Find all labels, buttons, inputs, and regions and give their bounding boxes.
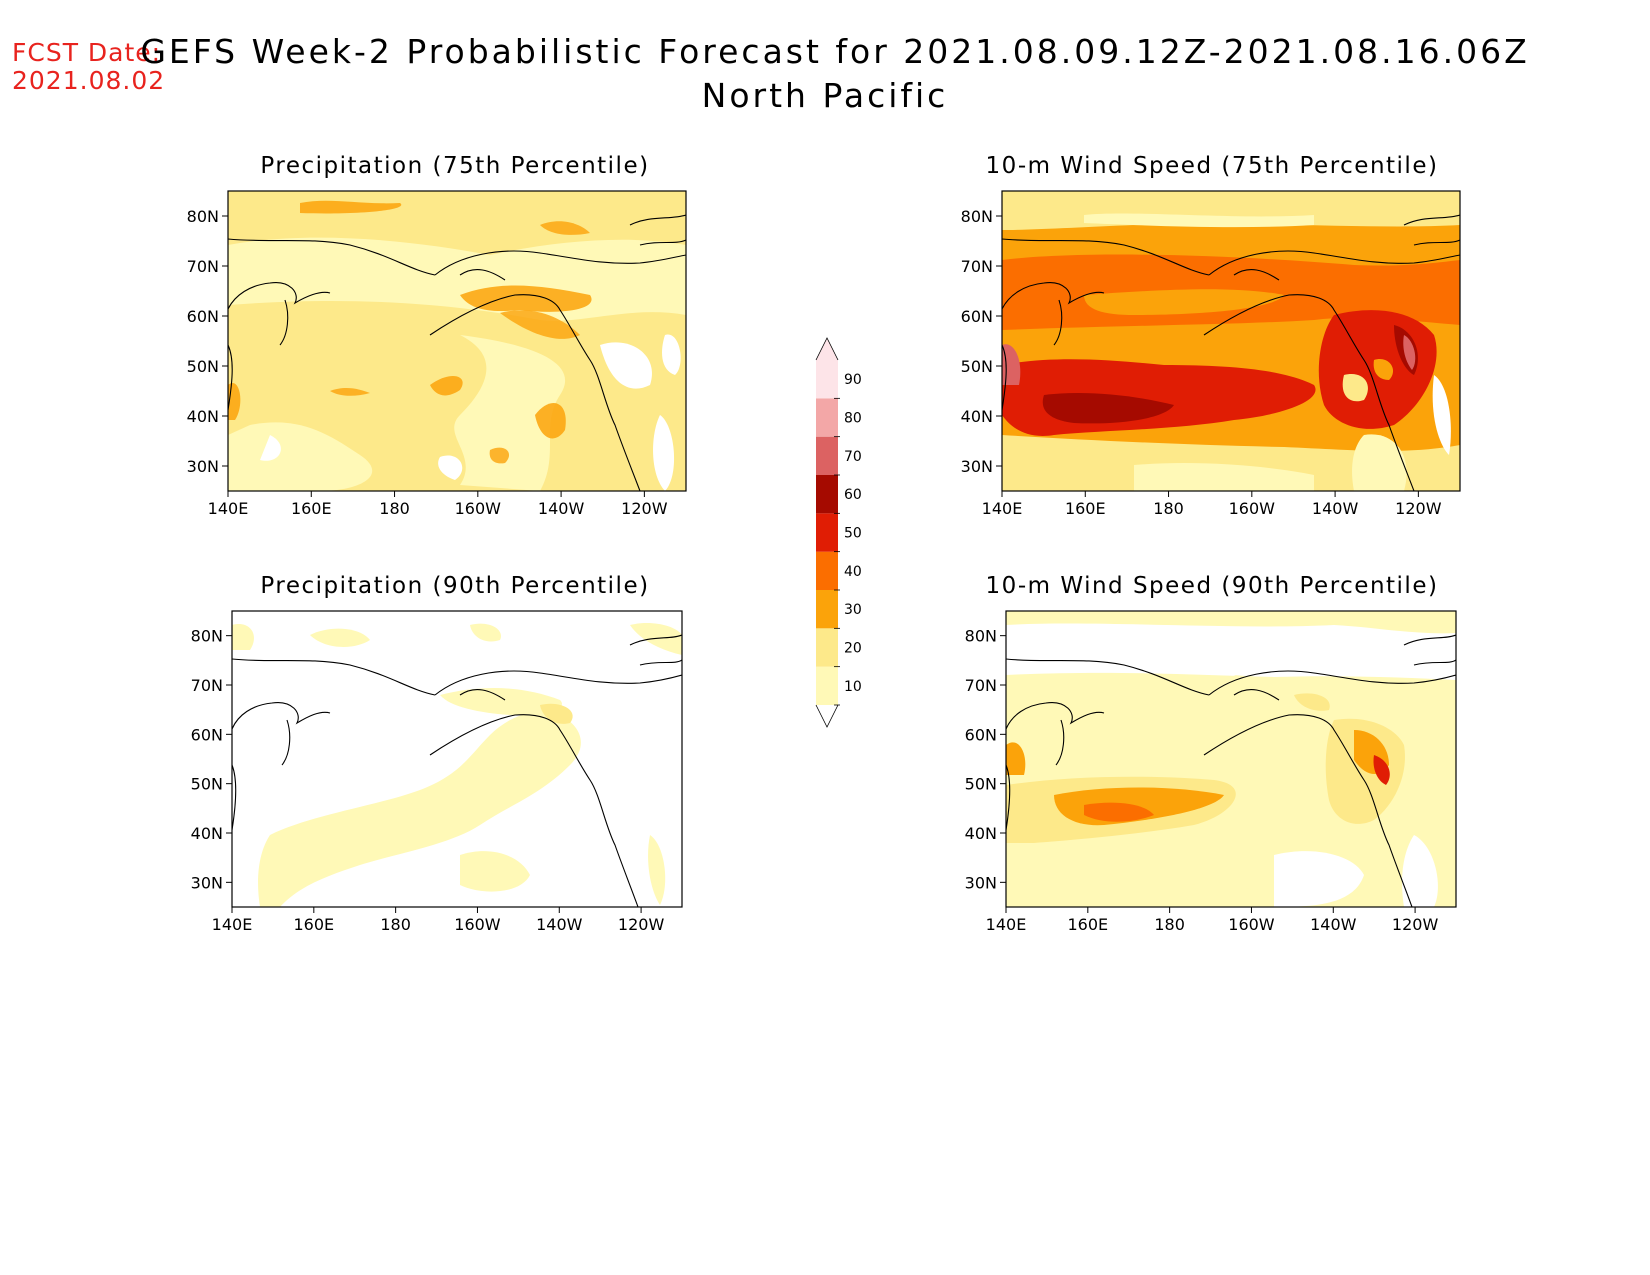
lat-tick-label: 30N	[187, 457, 219, 476]
lat-tick-label: 30N	[961, 457, 993, 476]
lat-tick-label: 40N	[965, 824, 997, 843]
colorbar: 10 20 30 40 50 60 70 80 90	[815, 337, 862, 728]
panel-title-precip90: Precipitation (90th Percentile)	[260, 573, 650, 599]
lon-tick-label: 120W	[1392, 915, 1439, 934]
lat-tick-label: 30N	[965, 873, 997, 892]
lat-tick-label: 50N	[187, 357, 219, 376]
colorbar-swatch	[816, 398, 838, 437]
lon-tick-label: 160E	[1065, 499, 1106, 518]
lat-tick-label: 80N	[961, 207, 993, 226]
lon-tick-label: 160W	[454, 915, 501, 934]
lat-tick-label: 70N	[187, 257, 219, 276]
lon-tick-label: 160E	[1067, 915, 1108, 934]
lat-tick-label: 80N	[191, 627, 223, 646]
lon-tick-label: 180	[1154, 915, 1185, 934]
lat-tick-label: 70N	[965, 676, 997, 695]
lat-tick-label: 60N	[961, 307, 993, 326]
panel-title-wind75: 10-m Wind Speed (75th Percentile)	[985, 153, 1439, 179]
lon-tick-label: 140W	[1312, 499, 1359, 518]
lat-tick-label: 60N	[191, 725, 223, 744]
lon-tick-label: 180	[380, 915, 411, 934]
colorbar-swatch	[816, 513, 838, 552]
colorbar-label: 40	[844, 564, 862, 580]
colorbar-swatch	[816, 360, 838, 399]
lat-tick-label: 50N	[191, 775, 223, 794]
region-title: North Pacific	[701, 76, 949, 115]
lon-tick-label: 140E	[212, 915, 253, 934]
map-precip90: 140E 160E 180 160W 140W 120W 80N 70N 60N 50N 40N 30…	[191, 610, 683, 934]
fcst-date-value: 2021.08.02	[12, 66, 166, 95]
colorbar-swatch	[816, 590, 838, 629]
colorbar-swatch	[816, 551, 838, 590]
lon-tick-label: 140W	[538, 499, 585, 518]
lon-tick-label: 140E	[986, 915, 1027, 934]
map-wind75: 140E 160E 180 160W 140W 120W 80N 70N 60N 50N 40N 30…	[961, 190, 1461, 518]
page-title: GEFS Week-2 Probabilistic Forecast for 2…	[140, 32, 1530, 71]
lon-tick-label: 120W	[1395, 499, 1442, 518]
lon-tick-label: 160E	[293, 915, 334, 934]
colorbar-label: 20	[844, 641, 862, 657]
colorbar-swatch	[816, 436, 838, 475]
lon-tick-label: 160W	[1229, 499, 1276, 518]
lon-tick-label: 140W	[536, 915, 583, 934]
colorbar-label: 30	[844, 602, 862, 618]
lat-tick-label: 40N	[187, 407, 219, 426]
lat-tick-label: 50N	[965, 775, 997, 794]
lat-tick-label: 60N	[187, 307, 219, 326]
colorbar-swatch	[816, 475, 838, 514]
panel-title-wind90: 10-m Wind Speed (90th Percentile)	[985, 573, 1439, 599]
lat-tick-label: 30N	[191, 873, 223, 892]
lat-tick-label: 50N	[961, 357, 993, 376]
lat-tick-label: 60N	[965, 725, 997, 744]
map-precip75: 140E 160E 180 160W 140W 120W 80N 70N 60N 50N 40N 30…	[187, 190, 687, 518]
colorbar-label: 90	[844, 372, 862, 388]
colorbar-label: 10	[844, 679, 862, 695]
lat-tick-label: 40N	[191, 824, 223, 843]
lon-tick-label: 160W	[1228, 915, 1275, 934]
colorbar-label: 70	[844, 449, 862, 465]
lon-tick-label: 160W	[455, 499, 502, 518]
lon-tick-label: 140E	[982, 499, 1023, 518]
map-wind90: 140E 160E 180 160W 140W 120W 80N 70N 60N 50N 40N 30…	[965, 610, 1457, 934]
lat-tick-label: 40N	[961, 407, 993, 426]
colorbar-swatch	[816, 666, 838, 705]
lon-tick-label: 160E	[291, 499, 332, 518]
lat-tick-label: 80N	[965, 627, 997, 646]
lon-tick-label: 140W	[1310, 915, 1357, 934]
colorbar-label: 80	[844, 411, 862, 427]
lat-tick-label: 70N	[191, 676, 223, 695]
panel-title-precip75: Precipitation (75th Percentile)	[260, 153, 650, 179]
lon-tick-label: 120W	[621, 499, 668, 518]
lon-tick-label: 180	[379, 499, 410, 518]
colorbar-swatch	[816, 628, 838, 667]
lon-tick-label: 180	[1153, 499, 1184, 518]
fcst-date-label: FCST Date:	[12, 38, 162, 67]
colorbar-label: 50	[844, 526, 862, 542]
lon-tick-label: 120W	[618, 915, 665, 934]
lon-tick-label: 140E	[208, 499, 249, 518]
lat-tick-label: 70N	[961, 257, 993, 276]
colorbar-label: 60	[844, 487, 862, 503]
lat-tick-label: 80N	[187, 207, 219, 226]
